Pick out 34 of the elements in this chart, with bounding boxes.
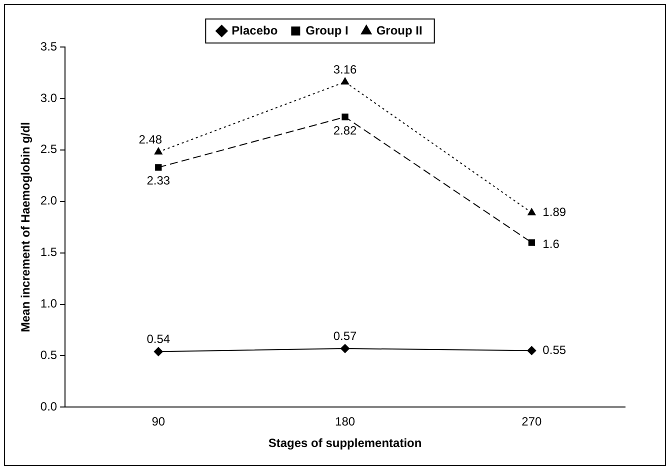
x-tick-label: 270 — [522, 414, 542, 429]
point — [155, 164, 162, 171]
y-axis-title: Mean increment of Haemoglobin g/dl — [18, 122, 33, 332]
point — [154, 147, 162, 154]
data-label: 0.54 — [146, 332, 170, 346]
y-tick-label: 1.5 — [40, 245, 58, 260]
y-tick-label: 2.0 — [40, 194, 58, 208]
point — [528, 239, 536, 246]
x-tick-label: 180 — [335, 414, 356, 429]
data-label: 0.55 — [542, 342, 566, 357]
x-tick-label: 90 — [152, 414, 166, 429]
y-tick-label: 0.0 — [40, 400, 58, 414]
legend-label: Group II — [376, 23, 422, 38]
data-label: 1.89 — [542, 205, 566, 220]
y-tick-label: 1.0 — [40, 296, 58, 311]
point — [342, 114, 348, 120]
data-label: 2.48 — [138, 132, 162, 146]
legend-label: Placebo — [232, 23, 278, 38]
legend-label: Group I — [306, 23, 348, 38]
point — [528, 208, 536, 216]
point — [340, 344, 350, 354]
data-label: 2.82 — [333, 123, 358, 138]
point — [341, 77, 350, 84]
data-label: 3.16 — [333, 62, 358, 76]
point — [154, 347, 163, 356]
data-label: 2.33 — [146, 174, 170, 188]
y-tick-label: 3.5 — [40, 39, 58, 54]
data-label: 0.57 — [333, 328, 358, 343]
point — [527, 346, 536, 356]
x-axis-title: Stages of supplementation — [268, 436, 422, 450]
data-label: 1.6 — [542, 236, 560, 251]
y-tick-label: 2.5 — [40, 142, 58, 156]
y-tick-label: 0.5 — [40, 348, 58, 362]
y-tick-label: 3.0 — [40, 90, 58, 105]
